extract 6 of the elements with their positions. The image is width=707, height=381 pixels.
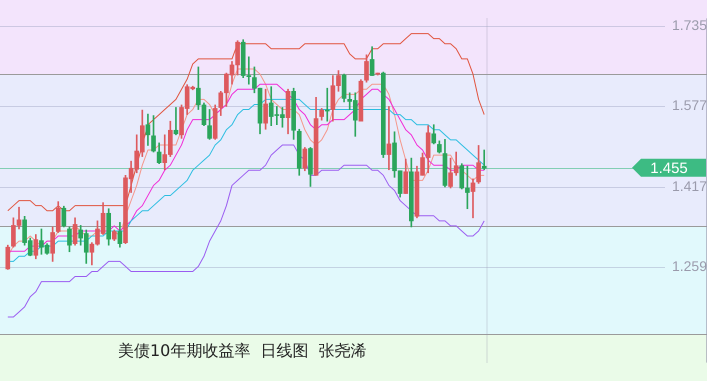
ref-line-label: 1.455 [650, 160, 688, 177]
y-tick-label: 1.417 [672, 178, 707, 194]
y-tick-label: 1.259 [672, 258, 707, 274]
text: 美债10年期收益率 日线图 张尧浠 [118, 341, 367, 362]
y-tick-label: 1.735 [672, 16, 707, 33]
y-tick-label: 1.577 [672, 96, 707, 113]
